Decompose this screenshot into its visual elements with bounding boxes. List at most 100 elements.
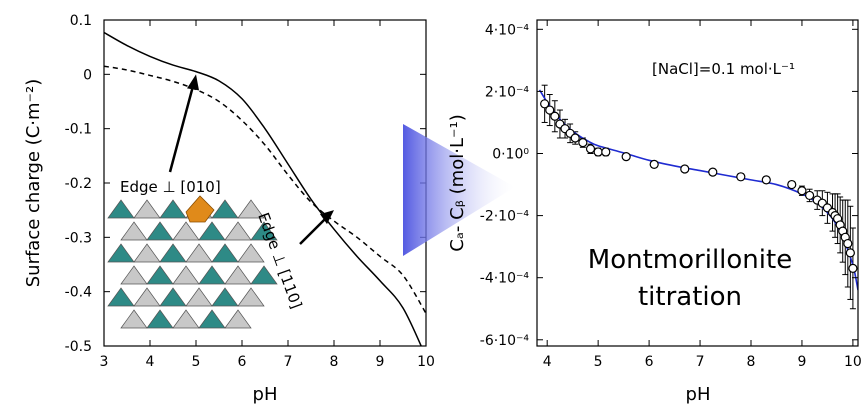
left-x-axis-label: pH <box>253 384 278 405</box>
tetrahedron-shape <box>211 243 239 263</box>
data-point <box>708 167 718 177</box>
octahedron-shape <box>120 265 148 285</box>
octahedron-shape <box>237 287 265 307</box>
right-x-tick-label: 9 <box>797 354 806 370</box>
tetrahedron-shape <box>250 221 278 241</box>
right-x-tick-label: 6 <box>645 354 654 370</box>
data-point <box>621 152 631 162</box>
data-point <box>649 159 659 169</box>
left-x-tick-label: 10 <box>417 354 435 370</box>
left-y-tick-label: -0.5 <box>65 339 92 355</box>
crystal-structure-illustration <box>107 195 278 329</box>
octahedron-shape <box>185 287 213 307</box>
octahedron-shape <box>133 287 161 307</box>
data-point <box>848 263 858 273</box>
data-point <box>585 144 596 154</box>
data-point <box>545 105 555 115</box>
data-point <box>680 164 690 174</box>
tetrahedron-shape <box>146 221 174 241</box>
octahedron-shape <box>133 199 161 219</box>
data-point <box>845 248 855 258</box>
left-x-tick-label: 3 <box>100 354 109 370</box>
data-point <box>797 186 807 196</box>
tetrahedron-shape <box>250 265 278 285</box>
annotation-arrowhead-110 <box>320 210 334 225</box>
left-x-tick-label: 8 <box>330 354 339 370</box>
right-y-tick-label: -6·10⁻⁴ <box>480 333 530 349</box>
right-x-tick-label: 7 <box>696 354 705 370</box>
right-y-tick-label: 2·10⁻⁴ <box>485 84 530 100</box>
octahedron-shape <box>120 309 148 329</box>
edge-010-charge-curve <box>104 31 422 346</box>
data-point <box>787 179 797 190</box>
tetrahedron-shape <box>159 287 187 307</box>
left-y-tick-label: -0.1 <box>65 122 92 138</box>
tetrahedron-shape <box>146 309 174 329</box>
left-y-tick-label: -0.2 <box>65 176 92 192</box>
octahedron-shape <box>172 221 200 241</box>
octahedron-shape <box>237 243 265 263</box>
data-point <box>761 175 771 185</box>
tetrahedron-shape <box>198 221 226 241</box>
right-y-tick-label: -4·10⁻⁴ <box>480 271 530 287</box>
data-point <box>550 111 560 121</box>
tetrahedron-shape <box>198 265 226 285</box>
right-y-tick-label: 4·10⁻⁴ <box>485 22 530 38</box>
right-y-tick-label: -2·10⁻⁴ <box>480 209 530 225</box>
right-x-tick-label: 10 <box>844 354 862 370</box>
right-chart: 4 5 6 7 8 9 10 4·10⁻⁴ 2·10⁻⁴ 0·10⁰ -2·10⁻⁴ -4·10⁻⁴ -… <box>447 19 862 405</box>
data-point <box>593 147 603 157</box>
data-point <box>540 99 550 109</box>
data-point <box>736 172 746 182</box>
left-x-tick-label: 6 <box>238 354 247 370</box>
right-x-axis-label: pH <box>686 384 711 405</box>
octahedron-shape <box>133 243 161 263</box>
tetrahedron-shape <box>211 199 239 219</box>
left-x-tick-label: 9 <box>376 354 385 370</box>
octahedron-shape <box>172 265 200 285</box>
annotation-arrow-010 <box>168 82 196 173</box>
edge-site-highlight <box>185 195 215 223</box>
octahedron-shape <box>224 221 252 241</box>
tetrahedron-shape <box>159 243 187 263</box>
right-x-tick-label: 5 <box>594 354 603 370</box>
right-plot-frame <box>536 19 859 347</box>
left-x-tick-label: 4 <box>146 354 155 370</box>
left-x-tick-label: 7 <box>284 354 293 370</box>
tetrahedron-shape <box>159 199 187 219</box>
tetrahedron-shape <box>107 287 135 307</box>
octahedron-shape <box>185 243 213 263</box>
octahedron-shape <box>237 199 265 219</box>
left-x-tick-label: 5 <box>192 354 201 370</box>
left-chart: 3 4 5 6 7 8 9 10 0.1 0 -0.1 -0.2 -0.3 -0.4 -0.5 Edge ⊥… <box>23 13 435 405</box>
left-y-tick-label: 0.1 <box>70 13 92 29</box>
left-y-axis-label: Surface charge (C·m⁻²) <box>23 79 44 288</box>
tetrahedron-shape <box>107 199 135 219</box>
octahedron-shape <box>172 309 200 329</box>
annotation-label-010: Edge ⊥ [010] <box>120 178 221 196</box>
left-y-tick-label: -0.4 <box>65 285 92 301</box>
data-point <box>570 133 580 143</box>
salt-concentration-note: [NaCl]=0.1 mol·L⁻¹ <box>652 60 795 78</box>
data-point <box>804 190 815 201</box>
edge-110-charge-curve <box>104 65 426 314</box>
tetrahedron-shape <box>211 287 239 307</box>
right-x-tick-label: 8 <box>747 354 756 370</box>
sample-title: Montmorillonite <box>588 245 792 275</box>
right-y-axis-label: Cₐ- Cᵦ (mol·L⁻¹) <box>447 114 468 251</box>
method-title: titration <box>638 282 742 312</box>
data-point <box>601 147 611 157</box>
octahedron-shape <box>224 265 252 285</box>
left-y-tick-label: -0.3 <box>65 230 92 246</box>
data-point <box>843 238 853 249</box>
transition-arrow-triangle <box>403 124 515 256</box>
right-y-tick-label: 0·10⁰ <box>492 147 529 163</box>
octahedron-shape <box>224 309 252 329</box>
tetrahedron-shape <box>146 265 174 285</box>
left-y-tick-label: 0 <box>83 67 92 83</box>
tetrahedron-shape <box>198 309 226 329</box>
tetrahedron-shape <box>107 243 135 263</box>
data-point <box>578 138 588 148</box>
annotation-arrowhead-010 <box>187 74 199 91</box>
octahedron-shape <box>120 221 148 241</box>
